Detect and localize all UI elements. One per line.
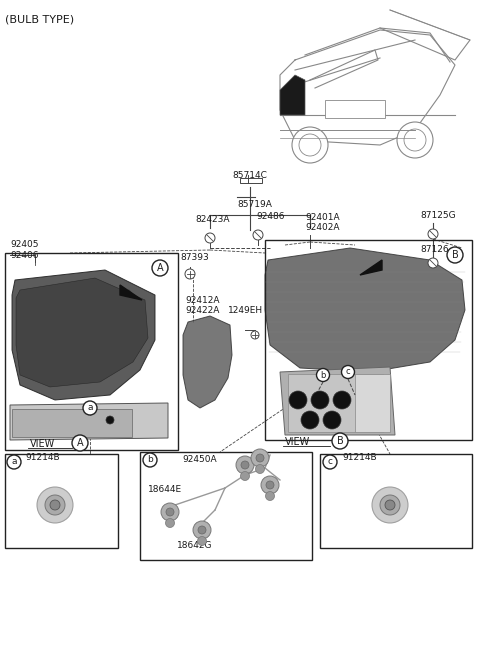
Text: (BULB TYPE): (BULB TYPE) xyxy=(5,14,74,24)
Text: 92486: 92486 xyxy=(256,212,285,221)
Circle shape xyxy=(72,435,88,451)
Circle shape xyxy=(166,518,175,527)
Circle shape xyxy=(428,258,438,268)
Circle shape xyxy=(37,487,73,523)
Text: 91214B: 91214B xyxy=(25,453,60,462)
Polygon shape xyxy=(265,248,465,372)
Circle shape xyxy=(193,521,211,539)
Text: 18644E: 18644E xyxy=(148,485,182,494)
Text: A: A xyxy=(156,263,163,273)
Circle shape xyxy=(240,472,250,480)
Text: c: c xyxy=(346,367,350,377)
Text: VIEW: VIEW xyxy=(285,437,310,447)
Text: B: B xyxy=(336,436,343,446)
Text: 85714C: 85714C xyxy=(233,171,267,180)
Bar xyxy=(5,454,118,548)
Text: B: B xyxy=(452,250,458,260)
Text: b: b xyxy=(320,371,326,380)
Circle shape xyxy=(323,455,337,469)
Circle shape xyxy=(332,433,348,449)
Text: 92422A: 92422A xyxy=(185,306,219,315)
Text: 87126: 87126 xyxy=(420,245,449,254)
Text: a: a xyxy=(11,457,17,466)
Circle shape xyxy=(253,230,263,240)
Circle shape xyxy=(50,500,60,510)
Bar xyxy=(288,374,383,432)
Text: a: a xyxy=(87,403,93,413)
Text: 18642G: 18642G xyxy=(177,541,213,550)
Circle shape xyxy=(197,537,206,546)
Bar xyxy=(325,100,385,118)
Text: 1249EH: 1249EH xyxy=(228,306,263,315)
Text: b: b xyxy=(147,455,153,464)
Circle shape xyxy=(292,127,328,163)
Circle shape xyxy=(428,229,438,239)
Circle shape xyxy=(341,365,355,379)
Text: 92401A: 92401A xyxy=(305,213,340,222)
Polygon shape xyxy=(120,285,142,300)
Bar xyxy=(320,454,472,548)
Polygon shape xyxy=(16,278,148,387)
Circle shape xyxy=(311,391,329,409)
Circle shape xyxy=(205,233,215,243)
Circle shape xyxy=(251,449,269,467)
Circle shape xyxy=(83,401,97,415)
Bar xyxy=(265,240,472,440)
Circle shape xyxy=(166,508,174,516)
Circle shape xyxy=(266,481,274,489)
Polygon shape xyxy=(183,316,232,408)
Text: A: A xyxy=(77,438,84,448)
Text: c: c xyxy=(327,457,333,466)
Polygon shape xyxy=(360,260,382,275)
Circle shape xyxy=(236,456,254,474)
Text: 85719A: 85719A xyxy=(237,200,272,209)
Circle shape xyxy=(316,369,329,382)
Circle shape xyxy=(385,500,395,510)
Polygon shape xyxy=(280,75,305,115)
Text: 92402A: 92402A xyxy=(305,223,339,232)
Circle shape xyxy=(447,247,463,263)
Circle shape xyxy=(152,260,168,276)
Bar xyxy=(240,178,262,183)
Circle shape xyxy=(241,461,249,469)
Text: 92450A: 92450A xyxy=(183,455,217,464)
Text: 91214B: 91214B xyxy=(342,453,377,462)
Polygon shape xyxy=(12,270,155,400)
Bar xyxy=(140,452,312,560)
Bar xyxy=(12,409,132,437)
Circle shape xyxy=(256,454,264,462)
Text: 87393: 87393 xyxy=(180,253,209,262)
Circle shape xyxy=(161,503,179,521)
Circle shape xyxy=(301,411,319,429)
Bar xyxy=(355,374,390,432)
Circle shape xyxy=(372,487,408,523)
Circle shape xyxy=(397,122,433,158)
Circle shape xyxy=(289,391,307,409)
Polygon shape xyxy=(10,403,168,440)
Circle shape xyxy=(185,269,195,279)
Circle shape xyxy=(45,495,65,515)
Circle shape xyxy=(333,391,351,409)
Circle shape xyxy=(261,476,279,494)
Circle shape xyxy=(380,495,400,515)
Text: 87125G: 87125G xyxy=(420,211,456,220)
Circle shape xyxy=(7,455,21,469)
Circle shape xyxy=(251,331,259,339)
Circle shape xyxy=(143,453,157,467)
Text: 92406: 92406 xyxy=(10,251,38,260)
Circle shape xyxy=(198,526,206,534)
Circle shape xyxy=(323,411,341,429)
Circle shape xyxy=(265,491,275,501)
Text: 92412A: 92412A xyxy=(185,296,219,305)
Polygon shape xyxy=(280,367,395,435)
Text: 92405: 92405 xyxy=(10,240,38,249)
Text: 82423A: 82423A xyxy=(195,215,229,224)
Circle shape xyxy=(299,134,321,156)
Circle shape xyxy=(106,416,114,424)
Circle shape xyxy=(404,129,426,151)
Text: VIEW: VIEW xyxy=(30,439,55,449)
Circle shape xyxy=(255,464,264,474)
Bar xyxy=(5,253,178,450)
